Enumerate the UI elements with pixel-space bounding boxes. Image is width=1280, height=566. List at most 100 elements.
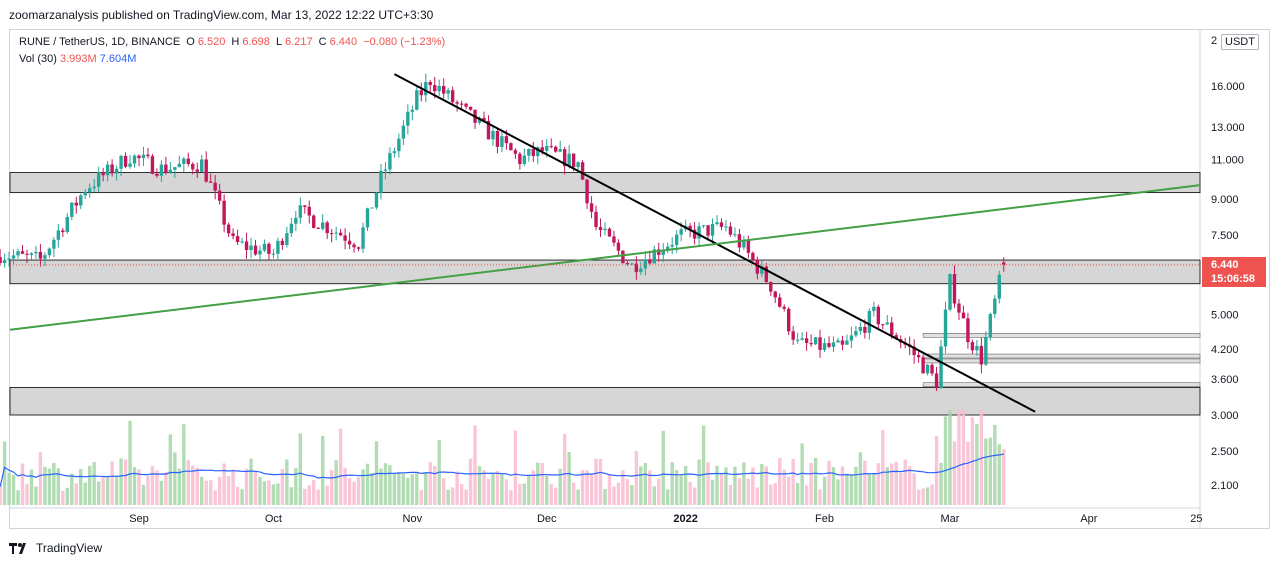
- volume-bar: [415, 473, 419, 505]
- candle-body: [101, 172, 105, 176]
- candle-body: [433, 85, 437, 92]
- candle-body: [831, 342, 836, 347]
- volume-bar: [773, 483, 777, 505]
- candle-body: [571, 153, 576, 168]
- candle-body: [88, 188, 92, 193]
- candle-body: [849, 335, 854, 341]
- volume-bar: [294, 468, 298, 505]
- volume-bar: [258, 476, 262, 505]
- price-level-band[interactable]: [922, 358, 1201, 364]
- volume-bar: [70, 473, 74, 505]
- candle-body: [338, 232, 343, 236]
- volume-bar: [173, 452, 177, 505]
- volume-bar: [289, 487, 294, 505]
- volume-bar: [657, 478, 661, 505]
- volume-bar: [150, 465, 155, 505]
- candle-body: [634, 263, 639, 273]
- volume-bar: [952, 441, 957, 505]
- symbol-label[interactable]: RUNE / TetherUS, 1D, BINANCE: [19, 36, 181, 48]
- currency-button[interactable]: USDT: [1221, 34, 1259, 50]
- candle-body: [943, 309, 948, 347]
- volume-bar: [200, 477, 204, 505]
- volume-bar: [701, 425, 706, 505]
- candle-body: [132, 155, 137, 164]
- candle-body: [589, 203, 594, 212]
- downtrend-line[interactable]: [393, 73, 1036, 413]
- tradingview-brand: TradingView: [36, 541, 103, 555]
- volume-bar: [92, 462, 96, 505]
- time-tick-label: 2022: [673, 513, 697, 525]
- volume-bar: [881, 430, 885, 505]
- volume-label[interactable]: Vol (30): [19, 53, 57, 65]
- volume-bar: [737, 478, 742, 505]
- volume-bar: [751, 467, 755, 505]
- support-resistance-zone[interactable]: [9, 259, 1201, 285]
- time-tick-label: Apr: [1080, 513, 1097, 525]
- volume-bar: [105, 477, 110, 505]
- candle-body: [939, 346, 943, 389]
- support-resistance-zone[interactable]: [9, 172, 1201, 194]
- candle-body: [639, 268, 643, 273]
- candle-body: [984, 337, 988, 365]
- volume-bar: [141, 484, 146, 505]
- candle-body: [657, 249, 661, 255]
- volume-bar: [79, 468, 83, 505]
- volume-bar: [639, 466, 643, 505]
- candle-body: [957, 303, 961, 313]
- candle-body: [975, 345, 979, 351]
- candle-body: [329, 233, 334, 235]
- candle-body: [79, 195, 83, 206]
- candle-body: [576, 162, 580, 168]
- volume-bar: [804, 485, 809, 505]
- volume-bar: [450, 487, 455, 505]
- candle-body: [706, 225, 710, 236]
- volume-bar: [334, 460, 338, 505]
- volume-bar: [285, 459, 289, 505]
- volume-bar: [760, 463, 764, 505]
- candle-body: [491, 130, 495, 140]
- volume-bar: [554, 487, 558, 505]
- price-level-band[interactable]: [922, 382, 1201, 388]
- volume-bar: [38, 452, 43, 505]
- candle-body: [961, 312, 966, 319]
- volume-bar: [361, 469, 365, 505]
- chart-frame: [9, 29, 1270, 529]
- candle-body: [666, 246, 670, 251]
- candle-body: [867, 311, 872, 333]
- tradingview-logo[interactable]: TradingView: [9, 541, 102, 555]
- candle-body: [567, 153, 571, 167]
- candle-body: [271, 253, 276, 255]
- uptrend-line[interactable]: [9, 184, 1201, 331]
- support-resistance-zone[interactable]: [9, 387, 1201, 416]
- candle-body: [912, 346, 916, 356]
- volume-bar: [795, 482, 800, 505]
- candle-body: [728, 226, 733, 235]
- volume-bar: [728, 484, 733, 505]
- candle-body: [827, 343, 831, 347]
- candle-body: [993, 298, 997, 315]
- volume-bar: [235, 486, 240, 505]
- candle-body: [195, 169, 199, 172]
- candle-body: [11, 255, 16, 259]
- price-level-band[interactable]: [922, 333, 1201, 338]
- candle-body: [16, 251, 20, 256]
- volume-bar: [0, 484, 2, 505]
- volume-bar: [934, 435, 939, 505]
- price-tick-label: 5.000: [1211, 310, 1239, 322]
- price-level-band[interactable]: [922, 353, 1201, 359]
- candle-body: [742, 240, 746, 248]
- candle-body: [96, 172, 101, 187]
- volume-bar: [486, 478, 491, 505]
- candle-body: [415, 90, 419, 110]
- candle-body: [890, 322, 894, 336]
- tradingview-logo-icon: [9, 542, 26, 554]
- candle-body: [845, 340, 849, 345]
- candle-body: [692, 229, 697, 239]
- volume-bar: [406, 477, 410, 505]
- volume-bar: [271, 484, 276, 505]
- candle-body: [128, 163, 132, 167]
- candle-body: [316, 227, 320, 229]
- volume-bar: [562, 433, 567, 505]
- open-label: O: [186, 36, 195, 48]
